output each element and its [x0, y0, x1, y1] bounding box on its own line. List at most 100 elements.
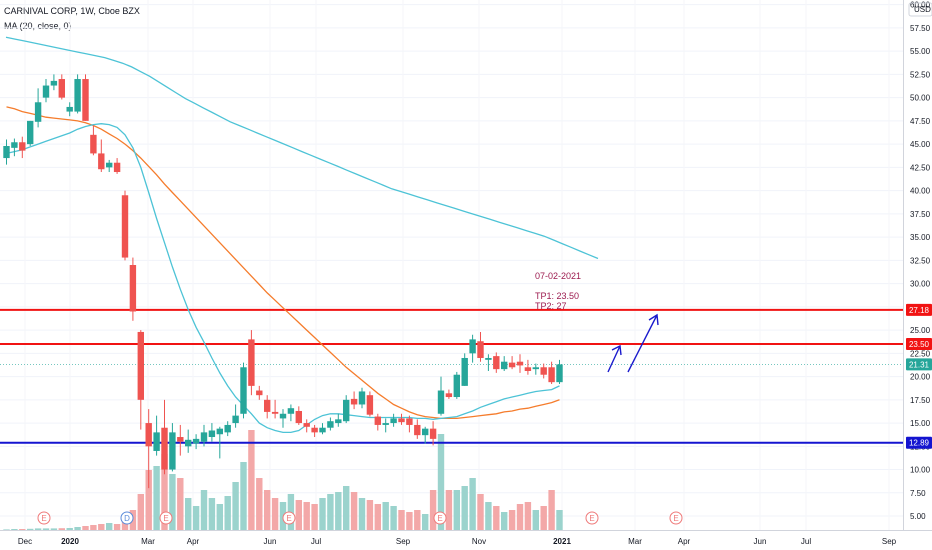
candle-body — [232, 415, 239, 424]
event-marker — [159, 511, 173, 525]
arrow-to-tp1 — [607, 345, 621, 373]
volume-bar — [98, 524, 105, 530]
candle-body — [248, 339, 255, 386]
x-tick-label: 2020 — [61, 537, 79, 546]
volume-bar — [185, 498, 192, 530]
candle-body — [66, 106, 73, 112]
volume-bar — [390, 506, 397, 530]
volume-bar — [477, 494, 484, 530]
y-tick-label: 7.50 — [910, 489, 926, 498]
candle-body — [129, 265, 137, 312]
volume-bar — [50, 528, 58, 530]
volume-bar — [295, 500, 302, 530]
x-tick-label: Jun — [264, 537, 277, 546]
volume-bar — [422, 514, 429, 530]
candle-body — [327, 421, 334, 428]
level-badge-label: 12.89 — [909, 439, 930, 448]
candle-body — [303, 423, 310, 427]
volume-bar — [437, 434, 445, 530]
x-tick-label: Mar — [628, 537, 642, 546]
event-marker — [282, 511, 296, 525]
candle-body — [192, 438, 200, 444]
volume-bar — [366, 500, 374, 530]
candle-body — [11, 142, 18, 148]
candle-body — [19, 142, 26, 151]
candle-body — [548, 367, 555, 383]
volume-bar — [382, 502, 389, 530]
volume-bar — [548, 490, 555, 530]
candle-body — [34, 102, 42, 122]
candle-body — [200, 432, 208, 442]
volume-bar — [264, 490, 271, 530]
y-tick-label: 55.00 — [910, 47, 931, 56]
volume-bar — [327, 494, 334, 530]
volume-bar — [350, 492, 358, 530]
candle-body — [177, 437, 184, 442]
volume-bar — [161, 454, 168, 530]
ma-indicator-label: MA (20, close, 0) — [4, 21, 72, 31]
candle-body — [556, 364, 563, 383]
volume-bar — [508, 510, 516, 530]
x-tick-label: Nov — [472, 537, 486, 546]
candle-body — [216, 428, 223, 435]
annotation-tp2: TP2: 27 — [535, 301, 567, 311]
candle-body — [145, 423, 152, 447]
y-tick-label: 42.50 — [910, 163, 931, 172]
volume-bar — [445, 490, 453, 530]
event-marker-label: E — [41, 514, 46, 523]
event-marker-label: E — [589, 514, 594, 523]
volume-bars — [3, 430, 563, 530]
volume-bar — [200, 490, 208, 530]
volume-bar — [524, 502, 532, 530]
candle-body — [121, 195, 129, 258]
volume-bar — [429, 490, 437, 530]
event-marker-label: E — [286, 514, 291, 523]
candle-body — [524, 367, 532, 371]
volume-bar — [485, 502, 492, 530]
volume-bar — [27, 528, 34, 530]
event-marker-label: E — [163, 514, 168, 523]
volume-bar — [256, 478, 263, 530]
y-tick-label: 50.00 — [910, 94, 931, 103]
x-tick-label: Jul — [801, 537, 811, 546]
projection-arrows — [607, 313, 659, 373]
moving-averages — [5, 36, 599, 434]
volume-bar — [501, 512, 508, 530]
x-tick-label: Mar — [141, 537, 155, 546]
volume-bar — [303, 502, 310, 530]
candle-body — [224, 424, 231, 433]
annotation-date: 07-02-2021 — [535, 271, 581, 281]
volume-bar — [406, 512, 413, 530]
candle-body — [437, 390, 445, 414]
candle-body — [390, 418, 397, 424]
candle-body — [461, 357, 468, 386]
y-tick-label: 47.50 — [910, 117, 931, 126]
grid — [0, 4, 903, 517]
candle-body — [106, 162, 113, 168]
event-marker — [37, 511, 51, 525]
candle-body — [540, 367, 547, 375]
symbol-title: CARNIVAL CORP, 1W, Cboe BZX — [4, 6, 140, 16]
event-marker-label: E — [673, 514, 678, 523]
y-tick-label: 60.00 — [910, 1, 931, 10]
volume-bar — [414, 510, 421, 530]
event-marker-label: D — [124, 514, 130, 523]
volume-bar — [208, 498, 216, 530]
volume-bar — [453, 490, 460, 530]
event-marker-label: E — [437, 514, 442, 523]
candle-body — [358, 391, 366, 405]
y-tick-label: 20.00 — [910, 373, 931, 382]
volume-bar — [34, 528, 42, 530]
event-marker — [585, 511, 599, 525]
candle-body — [185, 439, 192, 447]
y-tick-label: 5.00 — [910, 512, 926, 521]
event-marker — [433, 511, 447, 525]
candles — [3, 74, 563, 489]
candle-body — [374, 416, 381, 425]
candle-body — [271, 411, 279, 414]
currency-box — [908, 2, 932, 17]
y-tick-label: 35.00 — [910, 233, 931, 242]
